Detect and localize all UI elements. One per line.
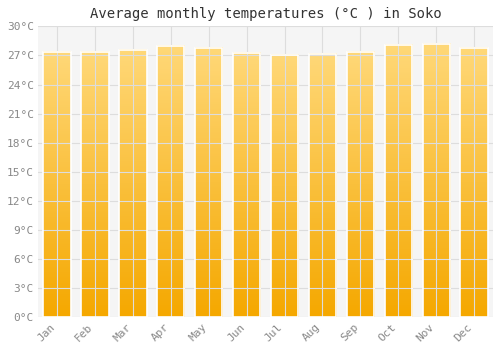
Bar: [384, 45, 412, 317]
Bar: [271, 55, 298, 317]
Bar: [346, 51, 374, 317]
Bar: [422, 44, 450, 317]
Bar: [119, 50, 146, 317]
Bar: [195, 48, 222, 317]
Bar: [82, 51, 108, 317]
Bar: [233, 54, 260, 317]
Bar: [44, 52, 70, 317]
Title: Average monthly temperatures (°C ) in Soko: Average monthly temperatures (°C ) in So…: [90, 7, 442, 21]
Bar: [309, 55, 336, 317]
Bar: [460, 48, 487, 317]
Bar: [157, 46, 184, 317]
